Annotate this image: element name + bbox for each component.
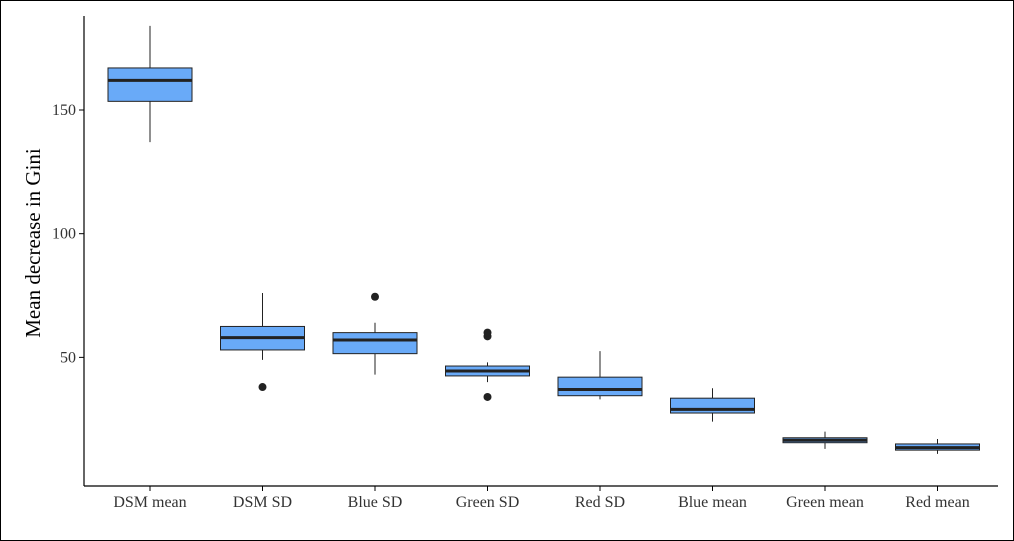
outlier-point <box>258 383 267 392</box>
box-blue-sd <box>332 292 418 375</box>
y-tick-label: 50 <box>60 349 76 366</box>
box-green-sd <box>445 328 530 401</box>
x-tick-label: Red mean <box>905 494 969 511</box>
box-body <box>107 67 193 102</box>
x-axis: DSM mean DSM SD Blue SD Green SD Red SD Blue … <box>84 485 998 511</box>
box-green-mean <box>782 431 868 449</box>
box-dsm-mean <box>107 25 193 143</box>
box-red-sd <box>557 351 643 400</box>
y-tick-label: 100 <box>52 226 76 243</box>
outlier-point <box>483 392 492 401</box>
x-tick-label: Blue SD <box>348 494 403 511</box>
outlier-point <box>371 292 379 301</box>
box-body <box>332 332 418 355</box>
y-axis: 50 100 150 <box>52 16 85 486</box>
box-dsm-sd <box>220 293 305 392</box>
box-red-mean <box>895 439 980 454</box>
y-tick-label: 150 <box>52 102 76 119</box>
x-tick-label: Red SD <box>575 494 625 511</box>
x-tick-label: Green mean <box>786 494 864 511</box>
outlier-point <box>483 328 492 337</box>
x-tick-label: Blue mean <box>678 494 747 511</box>
box-blue-mean <box>670 388 755 422</box>
boxes-layer <box>107 25 980 454</box>
x-tick-label: DSM mean <box>113 494 186 511</box>
x-tick-label: Green SD <box>456 494 520 511</box>
x-tick-label: DSM SD <box>233 494 292 511</box>
y-axis-title: Mean decrease in Gini <box>21 148 45 338</box>
box-body <box>557 376 643 397</box>
